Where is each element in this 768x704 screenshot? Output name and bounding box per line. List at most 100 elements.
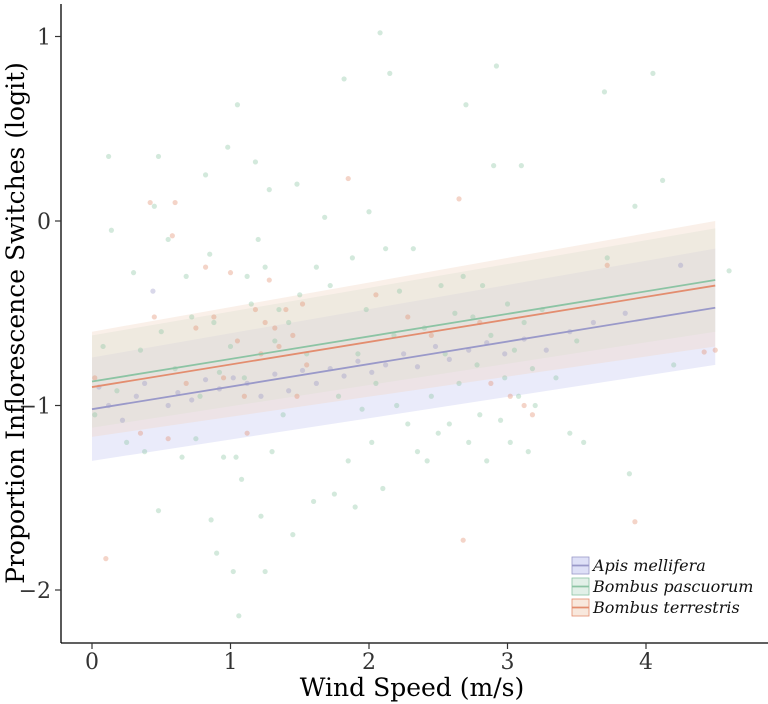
point-bombus-terrestris — [244, 430, 250, 436]
point-bombus-pascuorum — [532, 402, 538, 409]
point-bombus-pascuorum — [394, 402, 400, 409]
point-bombus-pascuorum — [322, 214, 328, 220]
y-tick-label: 1 — [37, 26, 51, 51]
point-bombus-pascuorum — [671, 362, 677, 368]
point-bombus-pascuorum — [355, 351, 361, 357]
point-bombus-terrestris — [147, 199, 153, 206]
point-bombus-pascuorum — [276, 306, 282, 313]
point-bombus-pascuorum — [207, 251, 213, 257]
point-bombus-terrestris — [283, 306, 289, 313]
point-apis-mellifera — [286, 388, 292, 394]
point-bombus-terrestris — [172, 199, 178, 206]
point-apis-mellifera — [446, 356, 452, 362]
point-bombus-terrestris — [294, 393, 300, 399]
point-bombus-terrestris — [460, 537, 466, 543]
point-bombus-terrestris — [299, 301, 306, 307]
point-apis-mellifera — [432, 343, 439, 350]
x-ticks: 0 1 2 3 4 — [85, 643, 653, 675]
point-bombus-pascuorum — [225, 144, 231, 150]
point-bombus-pascuorum — [470, 314, 476, 320]
fit-line-bombus-pascuorum — [91, 279, 716, 383]
point-bombus-pascuorum — [349, 255, 355, 261]
point-bombus-pascuorum — [377, 30, 383, 36]
point-bombus-pascuorum — [507, 439, 513, 445]
point-bombus-pascuorum — [227, 343, 234, 350]
point-apis-mellifera — [313, 380, 319, 386]
point-bombus-pascuorum — [359, 406, 365, 412]
x-tick-label: 0 — [85, 650, 99, 675]
point-bombus-pascuorum — [391, 332, 397, 338]
point-bombus-pascuorum — [529, 366, 536, 372]
point-apis-mellifera — [133, 393, 139, 399]
point-bombus-pascuorum — [158, 329, 164, 335]
x-tick-label: 4 — [639, 650, 653, 675]
point-bombus-pascuorum — [435, 430, 441, 436]
point-apis-mellifera — [678, 262, 684, 268]
point-apis-mellifera — [401, 351, 407, 357]
point-bombus-terrestris — [701, 349, 707, 355]
point-bombus-pascuorum — [151, 203, 157, 209]
point-apis-mellifera — [355, 358, 361, 364]
point-apis-mellifera — [175, 389, 181, 396]
point-bombus-pascuorum — [100, 343, 106, 350]
x-tick-label: 1 — [224, 650, 238, 675]
x-tick-label: 2 — [362, 650, 376, 675]
point-bombus-terrestris — [405, 314, 411, 320]
point-apis-mellifera — [119, 417, 126, 423]
point-bombus-pascuorum — [414, 449, 421, 455]
point-apis-mellifera — [341, 373, 347, 379]
point-bombus-pascuorum — [497, 417, 504, 423]
point-bombus-pascuorum — [484, 458, 490, 464]
point-apis-mellifera — [590, 319, 596, 326]
point-bombus-pascuorum — [208, 517, 214, 523]
point-bombus-pascuorum — [241, 375, 247, 381]
point-bombus-pascuorum — [244, 273, 250, 279]
point-bombus-terrestris — [290, 332, 296, 338]
point-bombus-terrestris — [428, 332, 434, 338]
point-bombus-pascuorum — [114, 388, 120, 394]
point-apis-mellifera — [622, 310, 628, 316]
point-bombus-pascuorum — [216, 369, 223, 375]
point-bombus-pascuorum — [124, 439, 130, 445]
point-bombus-pascuorum — [405, 421, 411, 427]
point-bombus-pascuorum — [567, 430, 573, 436]
point-bombus-pascuorum — [424, 458, 430, 464]
y-tick-label: −2 — [19, 579, 51, 604]
confidence-bands — [92, 221, 716, 461]
y-tick-label: −1 — [19, 395, 51, 420]
point-bombus-pascuorum — [262, 264, 268, 270]
point-bombus-pascuorum — [341, 76, 347, 82]
point-bombus-pascuorum — [452, 310, 458, 316]
point-bombus-pascuorum — [650, 70, 656, 76]
point-bombus-pascuorum — [626, 471, 632, 477]
point-bombus-terrestris — [137, 430, 144, 436]
y-axis-title: Proportion Inflorescence Switches (logit… — [1, 62, 30, 584]
point-bombus-pascuorum — [363, 306, 369, 313]
point-bombus-pascuorum — [238, 476, 245, 482]
point-bombus-pascuorum — [233, 454, 239, 460]
point-bombus-pascuorum — [189, 314, 195, 320]
point-bombus-pascuorum — [286, 319, 292, 326]
point-bombus-pascuorum — [220, 454, 227, 460]
band-apis-mellifera — [92, 248, 716, 461]
point-bombus-pascuorum — [369, 439, 375, 445]
point-bombus-pascuorum — [272, 338, 278, 344]
legend-label-apis-mellifera: Apis mellifera — [591, 556, 706, 575]
point-bombus-pascuorum — [380, 485, 386, 492]
point-bombus-pascuorum — [193, 436, 199, 442]
point-bombus-pascuorum — [92, 412, 98, 418]
point-bombus-pascuorum — [428, 393, 434, 399]
point-bombus-pascuorum — [502, 375, 508, 381]
point-bombus-pascuorum — [518, 163, 524, 169]
point-bombus-pascuorum — [294, 181, 300, 187]
point-bombus-pascuorum — [234, 102, 241, 108]
point-bombus-pascuorum — [130, 270, 137, 276]
point-bombus-pascuorum — [446, 421, 452, 427]
point-bombus-pascuorum — [252, 159, 259, 165]
point-bombus-pascuorum — [366, 209, 372, 215]
point-apis-mellifera — [369, 369, 375, 375]
point-bombus-pascuorum — [474, 362, 480, 368]
point-bombus-pascuorum — [331, 491, 337, 497]
point-bombus-terrestris — [183, 380, 189, 386]
